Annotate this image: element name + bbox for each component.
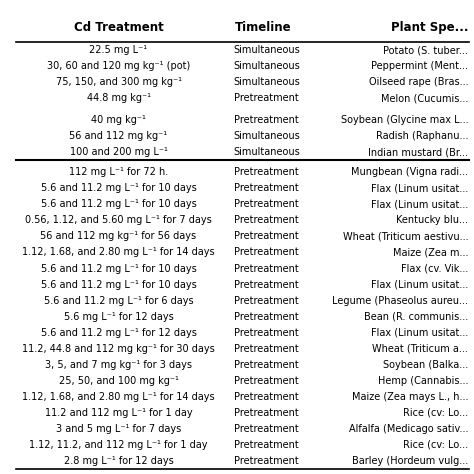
- Text: Peppermint (Ment...: Peppermint (Ment...: [371, 61, 468, 71]
- Text: Flax (Linum usitat...: Flax (Linum usitat...: [371, 328, 468, 337]
- Text: 25, 50, and 100 mg kg⁻¹: 25, 50, and 100 mg kg⁻¹: [59, 376, 179, 386]
- Text: Maize (Zea m...: Maize (Zea m...: [392, 247, 468, 257]
- Text: Flax (Linum usitat...: Flax (Linum usitat...: [371, 200, 468, 210]
- Text: 5.6 and 11.2 mg L⁻¹ for 12 days: 5.6 and 11.2 mg L⁻¹ for 12 days: [41, 328, 197, 337]
- Text: 56 and 112 mg kg⁻¹ for 56 days: 56 and 112 mg kg⁻¹ for 56 days: [40, 231, 197, 241]
- Text: Simultaneous: Simultaneous: [234, 77, 301, 87]
- Text: Plant Spe...: Plant Spe...: [391, 20, 468, 34]
- Text: 2.8 mg L⁻¹ for 12 days: 2.8 mg L⁻¹ for 12 days: [64, 456, 173, 466]
- Text: Potato (S. tuber...: Potato (S. tuber...: [383, 45, 468, 55]
- Text: Pretreatment: Pretreatment: [234, 183, 299, 193]
- Text: Pretreatment: Pretreatment: [234, 296, 299, 306]
- Text: Legume (Phaseolus aureu...: Legume (Phaseolus aureu...: [332, 296, 468, 306]
- Text: Pretreatment: Pretreatment: [234, 456, 299, 466]
- Text: Melon (Cucumis...: Melon (Cucumis...: [381, 93, 468, 103]
- Text: 112 mg L⁻¹ for 72 h.: 112 mg L⁻¹ for 72 h.: [69, 167, 168, 177]
- Text: Pretreatment: Pretreatment: [234, 200, 299, 210]
- Text: 1.12, 1.68, and 2.80 mg L⁻¹ for 14 days: 1.12, 1.68, and 2.80 mg L⁻¹ for 14 days: [22, 392, 215, 402]
- Text: Radish (Raphanu...: Radish (Raphanu...: [375, 131, 468, 141]
- Text: Pretreatment: Pretreatment: [234, 280, 299, 290]
- Text: 30, 60 and 120 mg kg⁻¹ (pot): 30, 60 and 120 mg kg⁻¹ (pot): [47, 61, 190, 71]
- Text: 5.6 and 11.2 mg L⁻¹ for 10 days: 5.6 and 11.2 mg L⁻¹ for 10 days: [41, 280, 196, 290]
- Text: Soybean (Balka...: Soybean (Balka...: [383, 360, 468, 370]
- Text: Pretreatment: Pretreatment: [234, 424, 299, 434]
- Text: Soybean (Glycine max L...: Soybean (Glycine max L...: [340, 115, 468, 125]
- Text: Pretreatment: Pretreatment: [234, 93, 299, 103]
- Text: 56 and 112 mg kg⁻¹: 56 and 112 mg kg⁻¹: [70, 131, 168, 141]
- Text: Simultaneous: Simultaneous: [234, 131, 301, 141]
- Text: 5.6 and 11.2 mg L⁻¹ for 10 days: 5.6 and 11.2 mg L⁻¹ for 10 days: [41, 200, 196, 210]
- Text: Pretreatment: Pretreatment: [234, 115, 299, 125]
- Text: Flax (Linum usitat...: Flax (Linum usitat...: [371, 280, 468, 290]
- Text: Rice (cv: Lo...: Rice (cv: Lo...: [403, 440, 468, 450]
- Text: Pretreatment: Pretreatment: [234, 392, 299, 402]
- Text: Simultaneous: Simultaneous: [234, 61, 301, 71]
- Text: Pretreatment: Pretreatment: [234, 408, 299, 418]
- Text: 1.12, 1.68, and 2.80 mg L⁻¹ for 14 days: 1.12, 1.68, and 2.80 mg L⁻¹ for 14 days: [22, 247, 215, 257]
- Text: Pretreatment: Pretreatment: [234, 311, 299, 322]
- Text: Pretreatment: Pretreatment: [234, 264, 299, 273]
- Text: Cd Treatment: Cd Treatment: [73, 20, 164, 34]
- Text: 22.5 mg L⁻¹: 22.5 mg L⁻¹: [90, 45, 147, 55]
- Text: Wheat (Triticum aestivu...: Wheat (Triticum aestivu...: [343, 231, 468, 241]
- Text: Simultaneous: Simultaneous: [234, 45, 301, 55]
- Text: Pretreatment: Pretreatment: [234, 440, 299, 450]
- Text: Pretreatment: Pretreatment: [234, 231, 299, 241]
- Text: 5.6 mg L⁻¹ for 12 days: 5.6 mg L⁻¹ for 12 days: [64, 311, 173, 322]
- Text: 100 and 200 mg L⁻¹: 100 and 200 mg L⁻¹: [70, 147, 167, 157]
- Text: Alfalfa (Medicago sativ...: Alfalfa (Medicago sativ...: [349, 424, 468, 434]
- Text: Oilseed rape (Bras...: Oilseed rape (Bras...: [368, 77, 468, 87]
- Text: Pretreatment: Pretreatment: [234, 247, 299, 257]
- Text: Flax (Linum usitat...: Flax (Linum usitat...: [371, 183, 468, 193]
- Text: 75, 150, and 300 mg kg⁻¹: 75, 150, and 300 mg kg⁻¹: [55, 77, 182, 87]
- Text: Pretreatment: Pretreatment: [234, 215, 299, 226]
- Text: Pretreatment: Pretreatment: [234, 360, 299, 370]
- Text: Rice (cv: Lo...: Rice (cv: Lo...: [403, 408, 468, 418]
- Text: 11.2 and 112 mg L⁻¹ for 1 day: 11.2 and 112 mg L⁻¹ for 1 day: [45, 408, 192, 418]
- Text: Pretreatment: Pretreatment: [234, 344, 299, 354]
- Text: Barley (Hordeum vulg...: Barley (Hordeum vulg...: [352, 456, 468, 466]
- Text: 11.2, 44.8 and 112 mg kg⁻¹ for 30 days: 11.2, 44.8 and 112 mg kg⁻¹ for 30 days: [22, 344, 215, 354]
- Text: 5.6 and 11.2 mg L⁻¹ for 10 days: 5.6 and 11.2 mg L⁻¹ for 10 days: [41, 183, 196, 193]
- Text: Kentucky blu...: Kentucky blu...: [396, 215, 468, 226]
- Text: 40 mg kg⁻¹: 40 mg kg⁻¹: [91, 115, 146, 125]
- Text: Bean (R. communis...: Bean (R. communis...: [364, 311, 468, 322]
- Text: Mungbean (Vigna radi...: Mungbean (Vigna radi...: [351, 167, 468, 177]
- Text: 3 and 5 mg L⁻¹ for 7 days: 3 and 5 mg L⁻¹ for 7 days: [56, 424, 181, 434]
- Text: 5.6 and 11.2 mg L⁻¹ for 10 days: 5.6 and 11.2 mg L⁻¹ for 10 days: [41, 264, 196, 273]
- Text: Pretreatment: Pretreatment: [234, 167, 299, 177]
- Text: Maize (Zea mays L., h...: Maize (Zea mays L., h...: [352, 392, 468, 402]
- Text: 0.56, 1.12, and 5.60 mg L⁻¹ for 7 days: 0.56, 1.12, and 5.60 mg L⁻¹ for 7 days: [25, 215, 212, 226]
- Text: Wheat (Triticum a...: Wheat (Triticum a...: [372, 344, 468, 354]
- Text: Flax (cv. Vik...: Flax (cv. Vik...: [401, 264, 468, 273]
- Text: 1.12, 11.2, and 112 mg L⁻¹ for 1 day: 1.12, 11.2, and 112 mg L⁻¹ for 1 day: [29, 440, 208, 450]
- Text: Hemp (Cannabis...: Hemp (Cannabis...: [378, 376, 468, 386]
- Text: Pretreatment: Pretreatment: [234, 328, 299, 337]
- Text: 3, 5, and 7 mg kg⁻¹ for 3 days: 3, 5, and 7 mg kg⁻¹ for 3 days: [45, 360, 192, 370]
- Text: Timeline: Timeline: [235, 20, 292, 34]
- Text: 44.8 mg kg⁻¹: 44.8 mg kg⁻¹: [87, 93, 151, 103]
- Text: Pretreatment: Pretreatment: [234, 376, 299, 386]
- Text: Indian mustard (Br...: Indian mustard (Br...: [368, 147, 468, 157]
- Text: Simultaneous: Simultaneous: [234, 147, 301, 157]
- Text: 5.6 and 11.2 mg L⁻¹ for 6 days: 5.6 and 11.2 mg L⁻¹ for 6 days: [44, 296, 193, 306]
